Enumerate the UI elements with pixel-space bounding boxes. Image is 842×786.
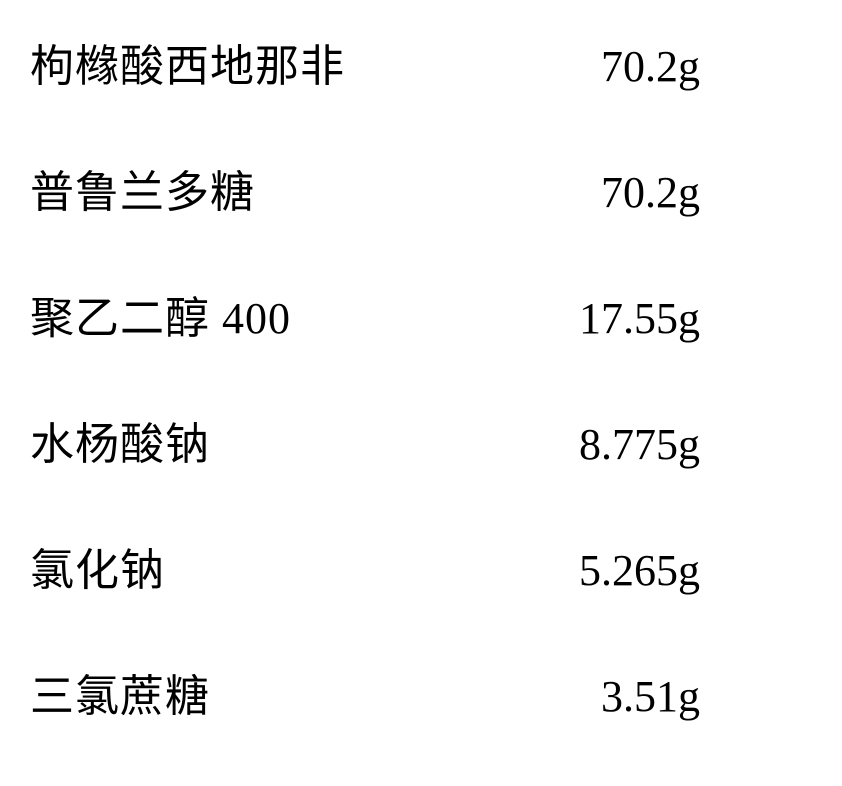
table-row: 氯化钠 5.265g	[30, 534, 812, 598]
ingredients-table: 枸橼酸西地那非 70.2g 普鲁兰多糖 70.2g 聚乙二醇 400 17.55…	[30, 30, 812, 786]
ingredient-value: 70.2g	[500, 167, 700, 218]
ingredient-value: 8.775g	[500, 419, 700, 470]
table-row: 水杨酸钠 8.775g	[30, 408, 812, 472]
table-row: 普鲁兰多糖 70.2g	[30, 156, 812, 220]
ingredient-value: 70.2g	[500, 41, 700, 92]
ingredient-label: 枸橼酸西地那非	[30, 30, 500, 94]
table-row: 三氯蔗糖 3.51g	[30, 660, 812, 724]
table-row: 枸橼酸西地那非 70.2g	[30, 30, 812, 94]
ingredient-label: 普鲁兰多糖	[30, 156, 500, 220]
ingredient-label: 三氯蔗糖	[30, 660, 500, 724]
ingredient-value: 17.55g	[500, 293, 700, 344]
ingredient-label: 聚乙二醇 400	[30, 282, 500, 346]
ingredient-label: 氯化钠	[30, 534, 500, 598]
ingredient-label: 水杨酸钠	[30, 408, 500, 472]
ingredient-value: 3.51g	[500, 671, 700, 722]
ingredient-value: 5.265g	[500, 545, 700, 596]
table-row: 聚乙二醇 400 17.55g	[30, 282, 812, 346]
